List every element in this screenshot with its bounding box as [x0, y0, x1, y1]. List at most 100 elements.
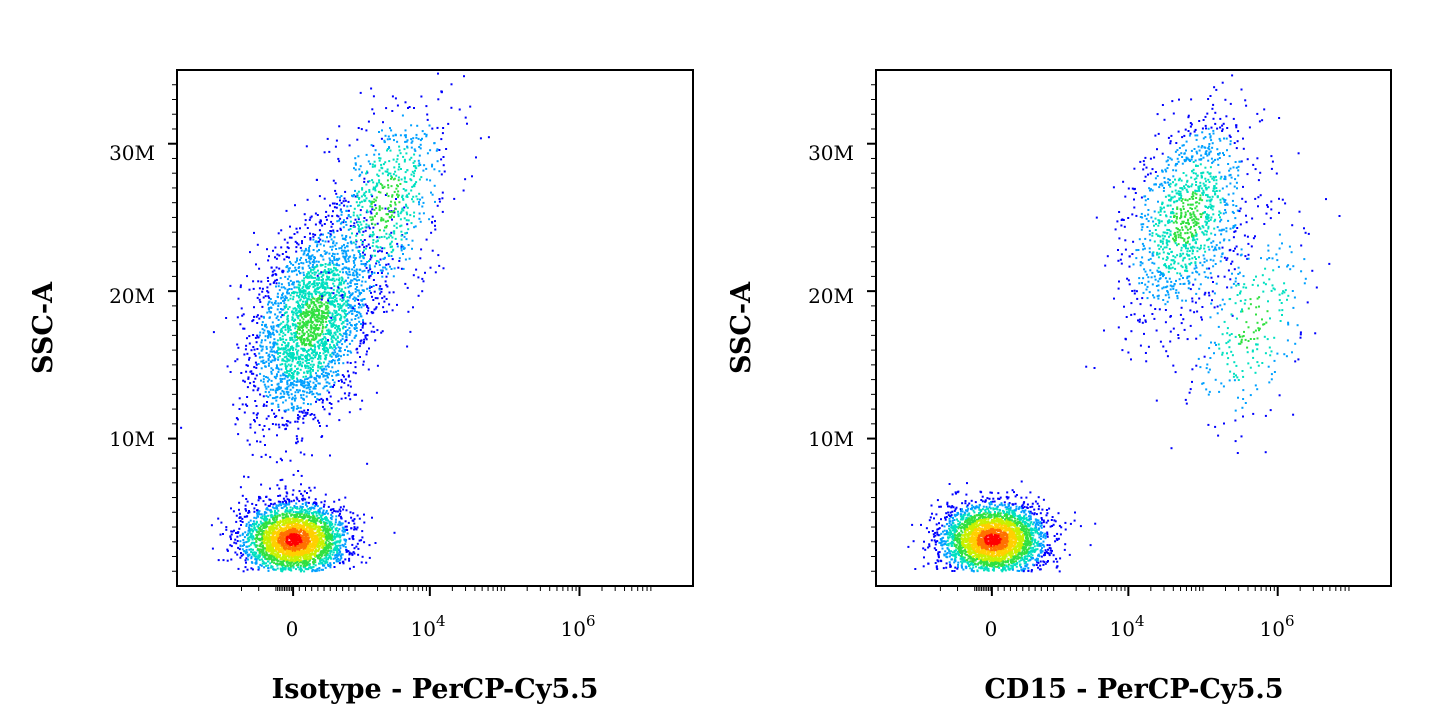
event-dot	[284, 328, 287, 331]
event-dot	[297, 280, 300, 283]
event-dot	[292, 405, 295, 408]
event-dot	[298, 500, 301, 503]
event-dot	[280, 296, 283, 299]
event-dot	[246, 337, 248, 340]
event-dot	[328, 330, 331, 333]
event-dot	[285, 539, 288, 541]
event-dot	[254, 361, 257, 364]
event-dot	[367, 368, 370, 371]
event-dot	[234, 360, 237, 363]
event-dot	[368, 276, 371, 279]
event-dot	[306, 227, 309, 229]
event-dot	[288, 498, 291, 501]
event-dot	[306, 330, 309, 333]
event-dot	[263, 383, 266, 386]
event-dot	[277, 534, 280, 537]
event-dot	[254, 558, 257, 561]
event-dot	[289, 562, 292, 565]
event-dot	[344, 292, 347, 295]
event-dot	[319, 301, 322, 304]
event-dot	[236, 540, 239, 542]
event-dot	[252, 372, 255, 375]
event-dot	[319, 306, 321, 309]
event-dot	[328, 532, 331, 535]
event-dot	[306, 370, 309, 373]
event-dot	[275, 543, 278, 546]
event-dot	[296, 342, 299, 345]
event-dot	[281, 330, 284, 333]
event-dot	[279, 494, 282, 497]
event-dot	[265, 417, 268, 420]
event-dot	[230, 533, 233, 536]
event-dot	[325, 320, 328, 323]
event-dot	[294, 266, 297, 269]
event-dot	[321, 297, 324, 299]
event-dot	[274, 515, 277, 518]
event-dot	[313, 331, 315, 334]
event-dot	[291, 548, 294, 551]
event-dot	[261, 536, 264, 539]
event-dot	[307, 530, 310, 533]
event-dot	[270, 547, 272, 550]
event-dot	[355, 268, 358, 271]
event-dot	[261, 323, 263, 326]
event-dot	[278, 533, 281, 536]
event-dot	[265, 562, 267, 565]
event-dot	[335, 553, 338, 556]
event-dot	[285, 503, 288, 506]
event-dot	[247, 526, 250, 529]
event-dot	[259, 344, 262, 347]
event-dot	[313, 532, 316, 535]
event-dot	[350, 318, 353, 321]
event-dot	[313, 507, 316, 510]
event-dot	[320, 501, 323, 504]
event-dot	[268, 310, 271, 313]
event-dot	[258, 424, 261, 426]
event-dot	[294, 339, 297, 342]
event-dot	[245, 370, 248, 373]
event-dot	[278, 556, 281, 559]
event-dot	[317, 543, 319, 545]
event-dot	[269, 530, 272, 533]
event-dot	[390, 231, 393, 234]
event-dot	[312, 310, 315, 313]
event-dot	[255, 405, 258, 407]
event-dot	[304, 542, 307, 545]
event-dot	[248, 288, 251, 291]
event-dot	[308, 392, 311, 394]
event-dot	[332, 359, 334, 362]
event-dot	[241, 548, 244, 551]
event-dot	[296, 294, 298, 297]
event-dot	[318, 221, 321, 224]
event-dot	[334, 347, 337, 350]
event-dot	[347, 394, 350, 397]
event-dot	[290, 332, 293, 335]
event-dot	[353, 547, 356, 550]
event-dot	[301, 361, 304, 364]
event-dot	[316, 307, 319, 310]
event-dot	[259, 440, 262, 443]
event-dot	[324, 527, 327, 530]
event-dot	[319, 542, 322, 545]
event-dot	[355, 393, 357, 396]
event-dot	[397, 266, 400, 269]
event-dot	[316, 320, 319, 323]
event-dot	[315, 503, 318, 506]
event-dot	[351, 553, 354, 556]
event-dot	[265, 376, 268, 378]
event-dot	[323, 346, 326, 349]
event-dot	[374, 307, 377, 310]
event-dot	[362, 319, 364, 322]
event-dot	[313, 511, 316, 514]
event-dot	[294, 562, 297, 564]
event-dot	[296, 533, 299, 536]
event-dot	[324, 532, 327, 535]
event-dot	[230, 507, 232, 510]
event-dot	[323, 344, 326, 347]
event-dot	[322, 258, 325, 261]
event-dot	[313, 348, 316, 351]
event-dot	[286, 388, 289, 391]
event-dot	[346, 532, 349, 535]
event-dot	[303, 277, 306, 280]
event-dot	[309, 535, 312, 538]
